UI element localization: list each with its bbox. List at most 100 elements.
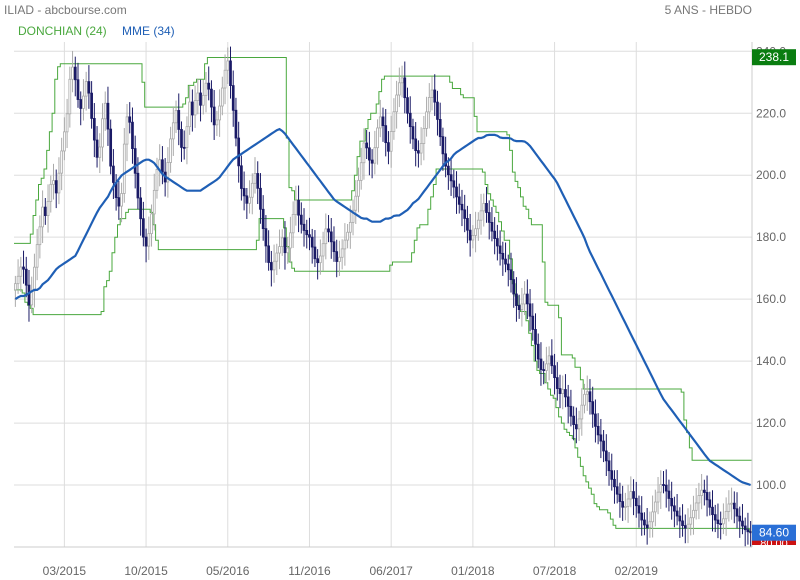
candle-body	[621, 501, 625, 508]
candle-body	[389, 131, 393, 152]
candle-body	[73, 66, 77, 81]
candle-body	[618, 493, 622, 502]
candle-body	[191, 101, 194, 116]
candle-body	[738, 515, 742, 522]
candle-body	[634, 497, 638, 507]
candle-body	[302, 223, 306, 231]
candle-body	[602, 440, 605, 452]
candle-body	[354, 195, 358, 211]
candle-body	[523, 293, 526, 305]
candle-body	[498, 245, 502, 254]
candle-body	[128, 116, 132, 123]
candle-body	[534, 329, 537, 345]
candle-body	[182, 146, 186, 149]
candle-body	[476, 219, 480, 230]
candle-body	[550, 355, 554, 367]
candle-body	[607, 460, 611, 472]
candle-body	[68, 78, 72, 115]
candle-body	[528, 303, 532, 317]
candle-body	[675, 510, 679, 517]
candle-body	[749, 531, 753, 534]
candle-body	[373, 147, 377, 164]
candle-body	[177, 110, 181, 130]
candle-body	[117, 197, 121, 207]
candle-body	[237, 137, 241, 167]
candle-body	[702, 489, 706, 493]
candle-body	[19, 266, 23, 277]
candle-body	[397, 82, 401, 96]
candle-body	[452, 180, 456, 188]
candle-body	[515, 293, 518, 306]
candle-body	[103, 102, 107, 120]
candle-body	[256, 173, 260, 189]
candle-body	[711, 506, 714, 516]
candle-body	[272, 260, 276, 271]
candle-body	[250, 182, 254, 198]
candle-body	[87, 81, 91, 94]
candles	[14, 46, 753, 547]
candle-body	[109, 128, 113, 167]
candle-body	[171, 122, 175, 140]
candle-body	[746, 529, 750, 533]
candle-body	[411, 126, 415, 140]
candle-body	[506, 263, 510, 271]
candle-body	[643, 519, 646, 526]
candle-body	[425, 111, 428, 129]
candle-body	[101, 118, 104, 148]
donchian-channel	[14, 57, 752, 532]
candle-body	[324, 228, 328, 245]
candle-body	[161, 159, 164, 173]
candle-body	[482, 203, 486, 212]
candle-body	[297, 199, 300, 216]
candle-body	[82, 95, 85, 109]
candle-body	[362, 142, 366, 164]
candle-body	[248, 196, 251, 204]
candle-body	[667, 490, 671, 499]
candle-body	[686, 523, 690, 529]
candle-body	[335, 251, 339, 262]
candle-body	[572, 415, 575, 425]
candle-body	[289, 232, 292, 249]
candle-body	[196, 92, 200, 101]
candle-body	[735, 508, 739, 517]
candle-body	[150, 213, 153, 235]
candle-body	[133, 148, 137, 174]
candle-body	[408, 112, 412, 128]
candle-body	[63, 131, 66, 152]
candle-body	[112, 165, 115, 183]
y-tick-label: 140.0	[756, 354, 786, 368]
candle-body	[38, 226, 42, 246]
candle-body	[267, 245, 270, 263]
candle-body	[588, 391, 592, 403]
candle-body	[346, 231, 349, 241]
candle-body	[629, 491, 633, 500]
badge-high: 238.1	[752, 49, 796, 66]
candle-body	[457, 196, 461, 205]
candle-body	[558, 388, 562, 394]
candle-body	[348, 221, 352, 233]
x-tick-label: 01/2018	[451, 564, 495, 578]
candle-body	[340, 248, 344, 258]
candle-body	[468, 229, 472, 241]
candle-body	[689, 517, 693, 525]
candle-body	[433, 89, 437, 103]
candle-body	[76, 79, 80, 100]
candle-body	[564, 389, 567, 398]
candle-body	[692, 509, 695, 519]
x-tick-label: 02/2019	[615, 564, 659, 578]
candle-body	[174, 110, 178, 124]
candle-body	[604, 450, 608, 462]
candle-body	[106, 102, 110, 130]
candle-body	[659, 484, 663, 493]
donchian-lower-line	[14, 168, 752, 532]
badge-high-label: 238.1	[759, 50, 789, 64]
candle-body	[220, 87, 224, 107]
candle-body	[169, 138, 172, 163]
candle-body	[60, 150, 64, 174]
badge-last: 84.60	[752, 524, 796, 541]
candle-body	[555, 377, 559, 389]
candle-body	[525, 293, 529, 305]
candle-body	[520, 303, 524, 310]
candle-body	[653, 501, 657, 513]
candle-body	[577, 418, 581, 430]
